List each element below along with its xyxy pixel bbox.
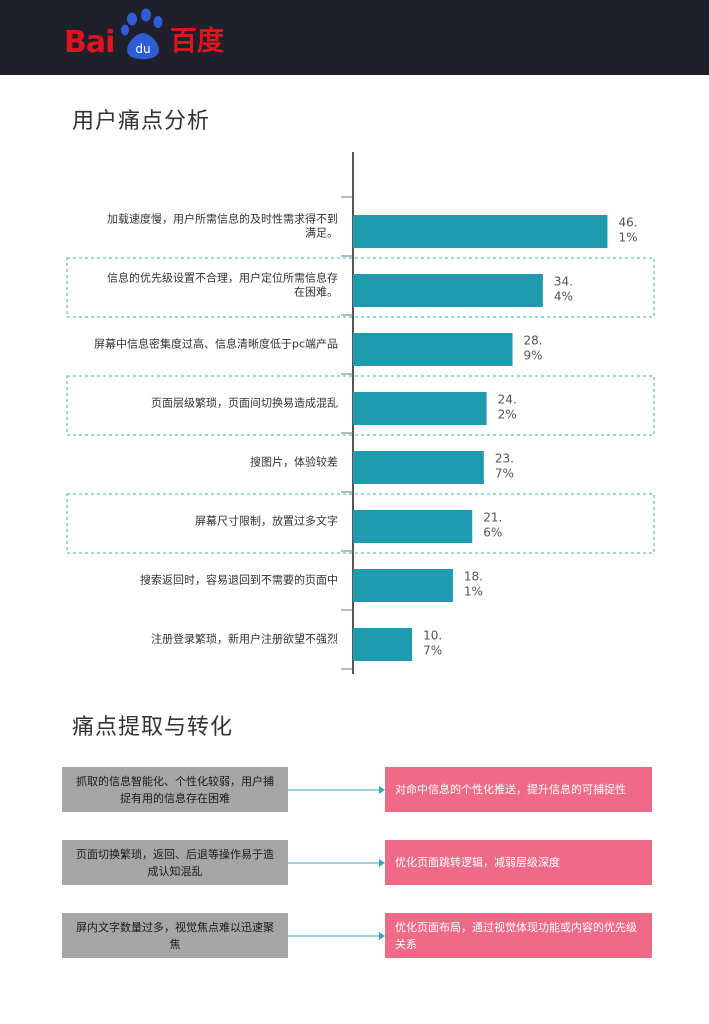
problem-box: 屏内文字数量过多，视觉焦点难以迅速聚焦	[62, 913, 288, 958]
solution-box: 优化页面跳转逻辑，减弱层级深度	[385, 840, 652, 885]
category-label: 搜索返回时，容易退回到不需要的页面中	[140, 573, 338, 587]
highlight-box	[66, 375, 655, 436]
baidu-logo[interactable]: Bai du 百度	[62, 6, 232, 66]
header-bar: Bai du 百度	[0, 0, 709, 75]
value-label: 28. 9%	[524, 334, 543, 363]
category-label: 屏幕中信息密集度过高、信息清晰度低于pc端产品	[94, 337, 338, 351]
value-label: 24. 2%	[498, 393, 517, 422]
value-label: 10. 7%	[423, 629, 442, 658]
bar-2	[353, 274, 543, 307]
value-label: 34. 4%	[554, 275, 573, 304]
category-label: 屏幕尺寸限制，放置过多文字	[195, 514, 338, 528]
category-label: 搜图片，体验较差	[250, 455, 338, 469]
bar-3	[353, 333, 513, 366]
bar-1	[353, 215, 608, 248]
bar-8	[353, 628, 413, 661]
bar-5	[353, 451, 484, 484]
paw-icon: du	[121, 8, 163, 60]
value-label: 21. 6%	[483, 511, 502, 540]
solution-box: 优化页面布局，通过视觉体现功能或内容的优先级关系	[385, 913, 652, 958]
problem-box: 抓取的信息智能化、个性化较弱，用户捕捉有用的信息存在困难	[62, 767, 288, 812]
pain-analysis-title: 用户痛点分析	[72, 109, 211, 134]
solution-box: 对命中信息的个性化推送，提升信息的可捕捉性	[385, 767, 652, 812]
category-label: 信息的优先级设置不合理，用户定位所需信息存在困难。	[107, 271, 338, 299]
category-label: 页面层级繁琐，页面间切换易造成混乱	[151, 396, 338, 410]
value-label: 23. 7%	[495, 452, 514, 481]
pain-points-bar-chart: 加载速度慢，用户所需信息的及时性需求得不到满足。 46. 1% 信息的优先级设置不合理…	[66, 152, 655, 674]
highlight-box	[66, 493, 655, 554]
highlight-box	[66, 257, 655, 318]
value-label: 46. 1%	[618, 216, 637, 245]
category-label: 加载速度慢，用户所需信息的及时性需求得不到满足。	[107, 212, 338, 240]
value-label: 18. 1%	[464, 570, 483, 599]
logo-text-du: du	[135, 42, 150, 56]
arrow-right-icon	[288, 931, 385, 940]
bar-4	[353, 392, 487, 425]
bar-7	[353, 569, 453, 602]
category-label: 注册登录繁琐，新用户注册欲望不强烈	[151, 632, 338, 646]
logo-text-cn: 百度	[170, 26, 224, 57]
arrow-right-icon	[288, 858, 385, 867]
extraction-title: 痛点提取与转化	[72, 715, 234, 740]
bar-6	[353, 510, 473, 543]
arrow-right-icon	[288, 785, 385, 794]
logo-text-latin: Bai	[64, 25, 115, 60]
problem-box: 页面切换繁琐，返回、后退等操作易于造成认知混乱	[62, 840, 288, 885]
